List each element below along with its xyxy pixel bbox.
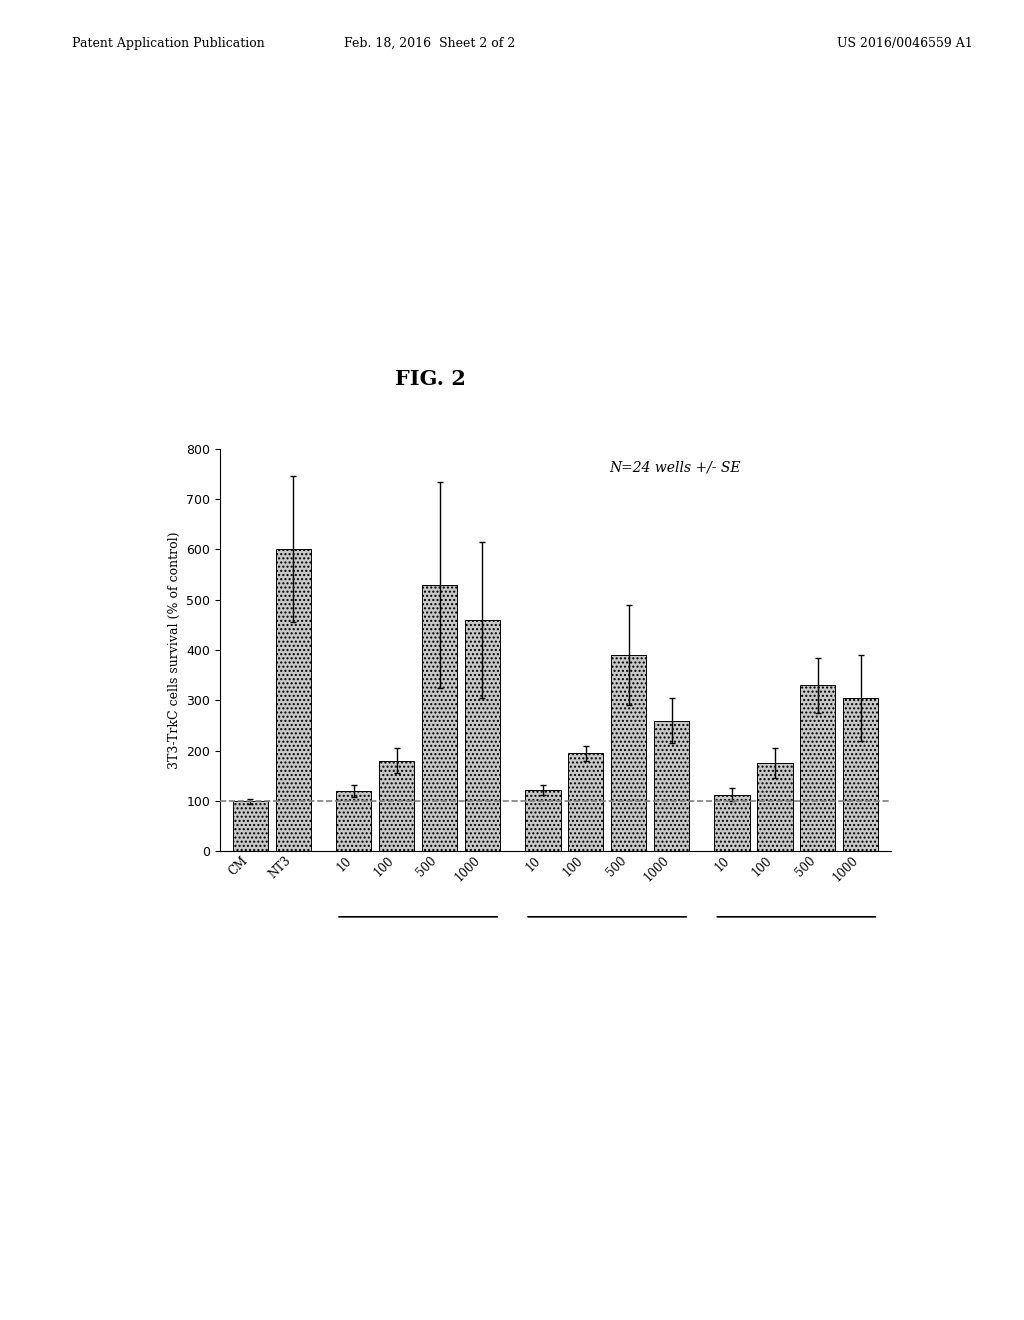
Bar xyxy=(568,754,603,851)
Bar xyxy=(465,620,500,851)
Y-axis label: 3T3-TrkC cells survival (% of control): 3T3-TrkC cells survival (% of control) xyxy=(168,532,181,768)
Bar xyxy=(800,685,836,851)
Text: N=24 wells +/- SE: N=24 wells +/- SE xyxy=(609,461,740,475)
Bar xyxy=(336,791,372,851)
Text: FIG. 2: FIG. 2 xyxy=(394,370,466,389)
Text: Patent Application Publication: Patent Application Publication xyxy=(72,37,264,50)
Bar xyxy=(715,795,750,851)
Bar xyxy=(379,760,415,851)
Bar xyxy=(757,763,793,851)
Text: Feb. 18, 2016  Sheet 2 of 2: Feb. 18, 2016 Sheet 2 of 2 xyxy=(344,37,516,50)
Bar xyxy=(232,801,268,851)
Bar xyxy=(422,585,457,851)
Bar xyxy=(654,721,689,851)
Bar xyxy=(843,698,879,851)
Text: US 2016/0046559 A1: US 2016/0046559 A1 xyxy=(837,37,973,50)
Bar xyxy=(525,789,560,851)
Bar xyxy=(275,549,311,851)
Bar xyxy=(611,655,646,851)
